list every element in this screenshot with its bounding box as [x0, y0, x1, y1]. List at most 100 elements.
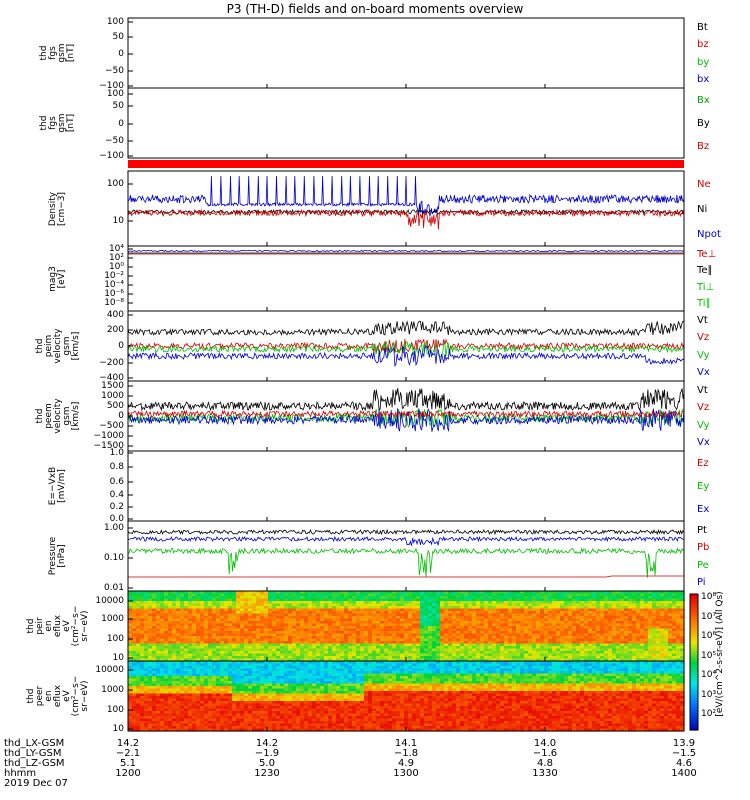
legend-entry: bz [697, 39, 709, 51]
y-tick-label: 1.0 [109, 448, 124, 458]
pi-line [127, 535, 685, 546]
y-axis-label: thd peer en eflux eV (cm²−s− sr−eV) [25, 675, 90, 717]
y-tick-label: −50 [105, 136, 124, 146]
y-tick-label: 10000 [95, 596, 124, 606]
x-tick-label: 13.9 [672, 738, 696, 749]
x-tick-label: 1300 [393, 768, 419, 779]
y-tick-label: 10000 [95, 665, 124, 675]
y-tick-label: 0.10 [103, 553, 124, 563]
vz-elec-line [127, 409, 685, 419]
legend-entry: Ni [697, 203, 708, 215]
legend-entry: bx [697, 74, 710, 86]
vx-ion-line [127, 345, 685, 368]
y-axis-label: thd peir en eflux eV (cm²−s− sr−eV) [25, 605, 90, 647]
y-tick-label: −500 [99, 421, 124, 431]
y-tick-label: 1000 [101, 685, 124, 695]
y-tick-label: 0 [118, 49, 124, 59]
vy-ion-line [127, 340, 685, 358]
x-tick-label: −2.1 [115, 748, 141, 759]
pb-line [128, 575, 684, 578]
legend-entry: Pb [697, 542, 710, 554]
y-tick-label: 10 [112, 724, 124, 734]
x-tick-label: 5.0 [259, 758, 275, 769]
colorbar-tick-label: 10⁶ [701, 631, 717, 641]
legend-entry: Pt [697, 524, 707, 536]
y-axis-label: thd fgs gsm [nT] [39, 43, 76, 63]
quality-flag-bar [128, 160, 684, 168]
colorbar-tick-label: 10³ [701, 689, 717, 700]
pe-line [127, 547, 685, 578]
y-tick-label: 400 [106, 310, 124, 320]
y-tick-label: 10⁻⁴ [104, 280, 124, 290]
y-tick-label: −50 [105, 66, 124, 76]
colorbar-tick-label: 10⁵ [701, 650, 717, 661]
panel-frame-temp [127, 245, 685, 312]
colorbar-tick-label: 10⁸ [701, 592, 717, 602]
panel-frame-fgs-b [127, 87, 685, 159]
legend-entry: Vt [697, 314, 708, 326]
y-tick-label: −200 [99, 358, 124, 368]
y-tick-label: 100 [106, 89, 124, 99]
legend-entry: Bt [697, 21, 708, 33]
x-tick-label: 14.2 [116, 738, 140, 749]
y-axis-label: thd peem velocity gsm [km/s] [34, 398, 81, 434]
legend-entry: Bz [697, 141, 710, 153]
y-tick-label: 10⁻⁶ [104, 289, 124, 299]
legend-entry: Vt [697, 384, 708, 396]
legend-entry: Pi [697, 577, 706, 589]
y-tick-label: 50 [112, 101, 124, 111]
colorbar-label: [eV/(cm^2-s-sr-eV)] (All Qs) [715, 591, 725, 717]
y-tick-label: 0 [118, 411, 124, 421]
vx-elec-line [127, 407, 685, 433]
y-tick-label: 100 [106, 634, 124, 644]
y-tick-label: 500 [106, 401, 124, 411]
y-tick-label: 1500 [101, 381, 124, 391]
legend-entry: Ey [697, 481, 710, 492]
y-axis-label: thd fgs gsm [nT] [39, 113, 76, 133]
y-tick-label: 10⁰ [108, 262, 124, 272]
x-tick-label: 14.1 [394, 738, 418, 749]
chart-title: P3 (TH-D) fields and on-board moments ov… [226, 2, 524, 16]
x-row-name: thd_LX-GSM [4, 738, 65, 749]
y-tick-label: 1.00 [103, 523, 124, 533]
colorbar-tick-label: 10² [701, 709, 717, 719]
x-tick-label: 4.8 [537, 758, 553, 769]
y-tick-label: −100 [99, 151, 124, 161]
y-axis-label: thd peim velocity gsm [km/s] [34, 328, 81, 364]
y-tick-label: −400 [99, 373, 124, 383]
legend-entry: Vz [697, 402, 710, 414]
y-tick-label: 0.0 [109, 514, 124, 524]
y-tick-label: 0 [118, 341, 124, 351]
legend-entry: Npot [697, 228, 721, 240]
y-tick-label: 1000 [101, 391, 124, 401]
vt-elec-line [127, 388, 685, 412]
y-tick-label: 1000 [101, 614, 124, 624]
colorbar-frame [689, 593, 699, 731]
ne-line [127, 208, 685, 230]
legend-entry: Vx [697, 367, 710, 379]
y-tick-label: 0.2 [109, 502, 124, 512]
y-tick-label: −100 [99, 81, 124, 91]
y-tick-label: 10² [108, 253, 124, 263]
date-label: 2019 Dec 07 [4, 778, 68, 789]
x-tick-label: 14.2 [255, 738, 279, 749]
y-tick-label: 10 [112, 216, 124, 226]
y-tick-label: 0.4 [109, 490, 124, 500]
y-tick-label: 100 [106, 705, 124, 715]
legend-entry: Ti∥ [697, 297, 711, 309]
y-tick-label: 0.01 [103, 583, 124, 593]
x-tick-label: 5.1 [120, 758, 136, 769]
x-tick-label: 4.9 [398, 758, 414, 769]
legend-entry: Ex [697, 504, 710, 516]
x-tick-label: −1.9 [254, 748, 280, 759]
y-tick-label: −1000 [93, 431, 124, 441]
y-tick-label: 0 [118, 119, 124, 129]
x-tick-label: 4.6 [676, 758, 692, 769]
y-tick-label: 10 [112, 653, 124, 663]
legend-entry: Te⊥ [697, 249, 717, 261]
npot-line [127, 175, 685, 217]
y-tick-label: 10⁻⁸ [104, 298, 124, 308]
legend-entry: Pe [697, 559, 709, 571]
x-tick-label: 1400 [671, 768, 697, 779]
